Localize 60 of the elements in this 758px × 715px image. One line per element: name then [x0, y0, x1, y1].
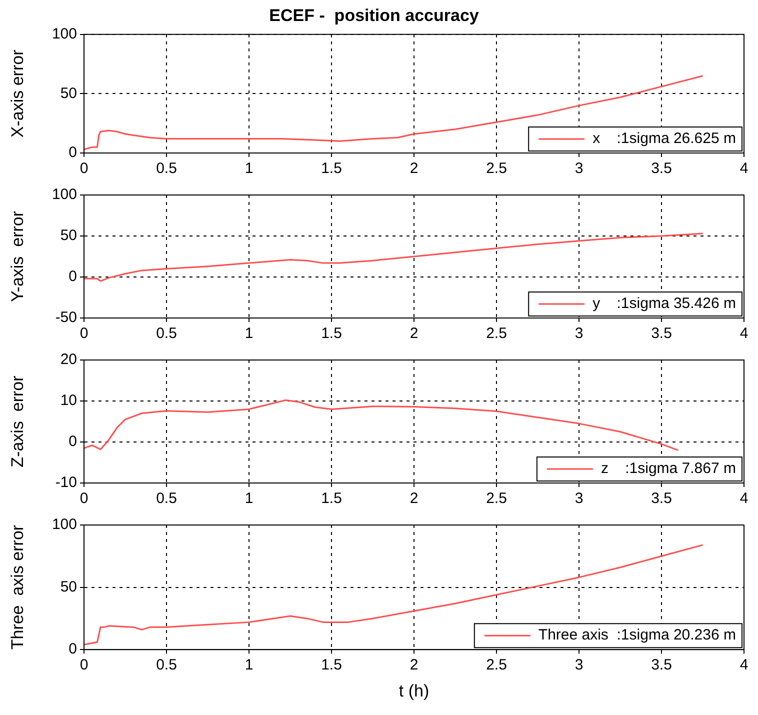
x-tick-label: 1: [244, 325, 254, 342]
y-tick-label: 50: [60, 578, 77, 596]
x-tick-label: 0.5: [156, 490, 177, 508]
legend-label: Three axis :1sigma 20.236 m: [538, 626, 736, 644]
x-tick-label: 0: [80, 656, 88, 674]
x-axis-title: t (h): [398, 681, 430, 700]
y-tick-label: 50: [60, 227, 77, 244]
x-tick-label: 2.5: [486, 160, 507, 178]
x-tick-label: 1.5: [321, 325, 342, 342]
y-tick-label: 50: [60, 84, 77, 102]
y-tick-label: 0: [68, 144, 77, 162]
x-tick-label: 4: [740, 160, 748, 178]
x-tick-label: 3.5: [651, 656, 672, 674]
y-axis-title: X-axis error: [8, 49, 27, 138]
x-tick-label: 3.5: [651, 490, 672, 508]
y-tick-label: 100: [52, 516, 77, 534]
y-axis-title: Three axis error: [8, 524, 27, 650]
y-tick-label: 10: [60, 392, 77, 410]
x-tick-label: 1: [244, 490, 254, 508]
x-tick-label: 2: [410, 656, 418, 674]
x-tick-label: 4: [740, 325, 748, 342]
y-axis-title: Z-axis error: [8, 375, 27, 468]
legend-label: y :1sigma 35.426 m: [592, 295, 736, 312]
chart-title: ECEF - position accuracy: [269, 6, 480, 25]
x-tick-label: 1: [244, 656, 254, 674]
x-tick-label: 1.5: [321, 490, 342, 508]
x-tick-label: 1.5: [321, 656, 342, 674]
legend-label: x :1sigma 26.625 m: [592, 130, 736, 148]
x-tick-label: 2.5: [486, 656, 507, 674]
y-tick-label: -10: [55, 474, 77, 492]
x-tick-label: 0.5: [156, 656, 177, 674]
x-tick-label: 3: [574, 325, 584, 342]
x-tick-label: 3: [574, 490, 584, 508]
x-tick-label: 2: [410, 490, 418, 508]
x-tick-label: 4: [740, 656, 748, 674]
x-tick-label: 0.5: [156, 325, 177, 342]
x-tick-label: 2: [410, 325, 418, 342]
x-tick-label: 3.5: [651, 325, 672, 342]
x-tick-label: 3: [574, 656, 584, 674]
y-axis-title: Y-axis error: [8, 210, 27, 302]
x-tick-label: 0.5: [156, 160, 177, 178]
x-tick-label: 0: [80, 490, 88, 508]
x-tick-label: 1: [244, 160, 254, 178]
x-tick-label: 0: [80, 160, 88, 178]
y-tick-label: -50: [55, 309, 77, 326]
x-tick-label: 0: [80, 325, 88, 342]
y-tick-label: 0: [68, 433, 77, 450]
x-tick-label: 1.5: [321, 160, 342, 178]
y-tick-label: 0: [68, 640, 77, 658]
y-tick-label: 20: [60, 351, 77, 368]
x-tick-label: 2.5: [486, 325, 507, 342]
x-tick-label: 2: [410, 160, 418, 178]
x-tick-label: 3: [574, 160, 584, 178]
y-tick-label: 100: [52, 186, 77, 204]
x-tick-label: 2.5: [486, 490, 507, 508]
legend-label: z :1sigma 7.867 m: [600, 460, 736, 478]
x-tick-label: 3.5: [651, 160, 672, 178]
x-tick-label: 4: [740, 490, 748, 508]
y-tick-label: 0: [68, 268, 77, 286]
y-tick-label: 100: [52, 26, 77, 43]
